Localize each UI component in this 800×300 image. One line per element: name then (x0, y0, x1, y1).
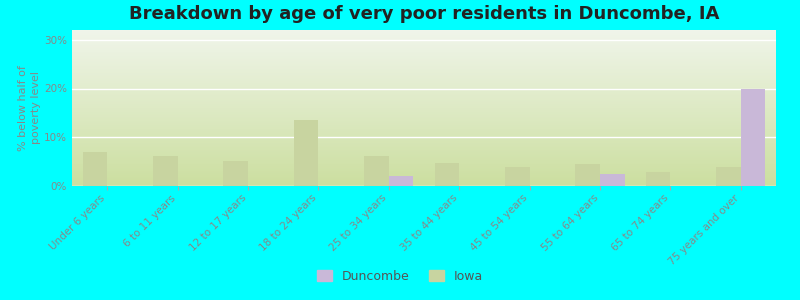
Y-axis label: % below half of
poverty level: % below half of poverty level (18, 65, 42, 151)
Title: Breakdown by age of very poor residents in Duncombe, IA: Breakdown by age of very poor residents … (129, 5, 719, 23)
Bar (505, 167, 530, 186)
Bar (153, 156, 178, 186)
Legend: Duncombe, Iowa: Duncombe, Iowa (312, 265, 488, 288)
Bar (646, 172, 670, 186)
Bar (575, 164, 600, 186)
Bar (294, 120, 318, 186)
Bar (741, 88, 766, 186)
Bar (389, 176, 414, 186)
Bar (223, 161, 248, 186)
Bar (600, 174, 625, 186)
Bar (716, 167, 741, 186)
Bar (364, 156, 389, 186)
Bar (82, 152, 107, 186)
Bar (434, 163, 459, 186)
